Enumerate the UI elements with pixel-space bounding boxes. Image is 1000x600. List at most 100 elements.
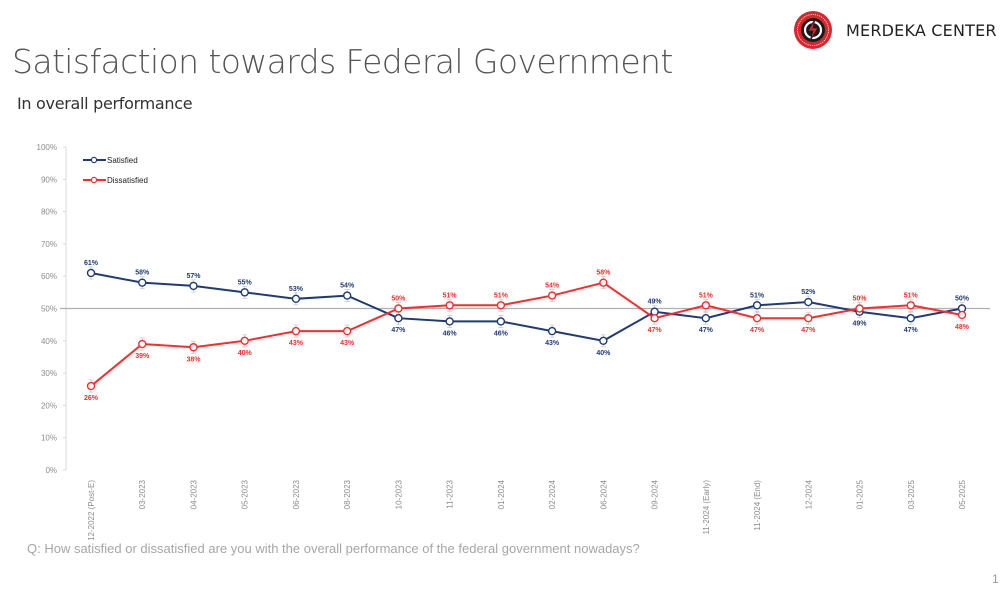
data-point-satisfied xyxy=(138,278,147,287)
data-point-satisfied xyxy=(342,291,352,300)
data-point-satisfied xyxy=(599,336,608,346)
data-label-dissatisfied: 48% xyxy=(955,324,970,331)
data-label-satisfied: 55% xyxy=(238,279,253,286)
data-point-dissatisfied xyxy=(394,304,403,313)
data-label-dissatisfied: 50% xyxy=(391,296,406,303)
data-label-dissatisfied: 58% xyxy=(596,270,611,277)
y-tick-label: 60% xyxy=(41,272,57,281)
chart-legend: Satisfied Dissatisfied xyxy=(83,156,148,185)
data-point-satisfied xyxy=(86,268,96,278)
data-label-dissatisfied: 51% xyxy=(443,292,458,299)
series-line-dissatisfied xyxy=(90,281,963,387)
slide-title: Satisfaction towards Federal Government xyxy=(12,42,673,81)
x-tick-label: 11-2023 xyxy=(446,479,455,508)
line-chart: 0% 10% 20% 30% 40% 50% 60% 70% 80% 90% 100% 12-2022… xyxy=(37,143,990,540)
data-point-satisfied xyxy=(445,317,454,326)
x-tick-label: 12-2024 xyxy=(804,479,813,509)
data-point-dissatisfied xyxy=(752,313,762,323)
data-label-satisfied: 40% xyxy=(596,350,611,357)
data-point-satisfied xyxy=(906,313,915,323)
data-label-dissatisfied: 47% xyxy=(750,327,765,334)
legend-swatch-marker xyxy=(90,156,98,164)
data-point-satisfied xyxy=(752,301,762,310)
y-tick-label: 0% xyxy=(45,466,57,475)
data-label-satisfied: 46% xyxy=(494,330,509,337)
data-label-satisfied: 43% xyxy=(545,340,560,347)
x-tick-label: 11-2024 (End) xyxy=(753,480,762,531)
data-point-satisfied xyxy=(701,313,711,323)
data-label-satisfied: 49% xyxy=(648,299,663,306)
data-label-satisfied: 46% xyxy=(443,330,458,337)
data-label-dissatisfied: 40% xyxy=(238,350,253,357)
data-label-satisfied: 49% xyxy=(853,321,868,328)
x-tick-label: 10-2023 xyxy=(394,479,403,509)
x-tick-label: 06-2024 xyxy=(599,479,608,509)
series-layer xyxy=(86,266,967,393)
data-point-satisfied xyxy=(496,317,506,326)
data-label-dissatisfied: 38% xyxy=(186,356,201,363)
data-label-dissatisfied: 51% xyxy=(494,292,509,299)
y-tick-label: 30% xyxy=(41,369,57,378)
data-point-dissatisfied xyxy=(650,313,659,323)
logo-text: MERDEKA CENTER xyxy=(846,20,997,40)
merdeka-center-logo: MERDEKA CENTER xyxy=(793,10,997,50)
data-label-satisfied: 52% xyxy=(801,289,816,296)
data-point-satisfied xyxy=(547,326,557,336)
data-point-dissatisfied xyxy=(445,301,454,310)
x-tick-label: 01-2024 xyxy=(497,479,506,509)
data-label-dissatisfied: 43% xyxy=(340,340,355,347)
x-tick-label: 03-2025 xyxy=(907,479,916,509)
x-tick-label: 05-2023 xyxy=(241,479,250,509)
x-tick-label: 03-2023 xyxy=(138,479,147,509)
data-point-satisfied xyxy=(189,281,198,291)
data-point-dissatisfied xyxy=(804,313,813,323)
data-label-satisfied: 47% xyxy=(699,327,714,334)
data-label-dissatisfied: 26% xyxy=(84,395,99,402)
x-tick-label: 01-2025 xyxy=(856,479,865,509)
merdeka-center-emblem-icon xyxy=(794,11,832,49)
data-label-satisfied: 51% xyxy=(750,292,765,299)
x-tick-label: 09-2024 xyxy=(651,479,660,509)
data-point-dissatisfied xyxy=(855,304,864,313)
data-point-dissatisfied xyxy=(342,326,352,336)
legend-label-dissatisfied: Dissatisfied xyxy=(107,176,148,185)
data-label-dissatisfied: 43% xyxy=(289,340,304,347)
data-label-satisfied: 61% xyxy=(84,260,99,267)
chart-axes: 0% 10% 20% 30% 40% 50% 60% 70% 80% 90% 100% 12-2022… xyxy=(37,143,967,540)
y-tick-label: 40% xyxy=(41,337,57,346)
x-tick-label: 02-2024 xyxy=(548,479,557,509)
data-point-satisfied xyxy=(394,313,403,323)
data-point-dissatisfied xyxy=(496,301,506,310)
data-label-dissatisfied: 47% xyxy=(801,327,816,334)
y-tick-label: 90% xyxy=(41,175,57,184)
data-point-dissatisfied xyxy=(86,381,96,391)
y-tick-label: 100% xyxy=(37,143,57,152)
data-point-dissatisfied xyxy=(957,310,967,320)
data-labels-layer: 61% 58% 57% 55% 53% 54% 47% 46% 46% 43% 40% 49% 47% 5… xyxy=(84,260,970,402)
y-tick-label: 50% xyxy=(41,305,57,314)
data-point-dissatisfied xyxy=(701,301,711,310)
data-label-dissatisfied: 50% xyxy=(853,296,868,303)
data-point-dissatisfied xyxy=(291,326,301,336)
data-label-satisfied: 47% xyxy=(391,327,406,334)
slide-subtitle: In overall performance xyxy=(17,94,193,113)
page-number: 1 xyxy=(992,572,999,586)
x-tick-label: 08-2023 xyxy=(343,479,352,509)
y-tick-label: 10% xyxy=(41,434,57,443)
survey-question: Q: How satisfied or dissatisfied are you… xyxy=(27,541,640,556)
data-point-dissatisfied xyxy=(138,339,147,349)
data-label-satisfied: 57% xyxy=(186,273,201,280)
data-point-satisfied xyxy=(291,294,301,304)
data-point-dissatisfied xyxy=(547,291,557,300)
x-tick-label: 04-2023 xyxy=(189,479,198,509)
data-label-dissatisfied: 47% xyxy=(648,327,663,334)
data-point-satisfied xyxy=(240,288,249,297)
data-label-satisfied: 54% xyxy=(340,283,355,290)
data-point-satisfied xyxy=(804,297,813,307)
x-tick-label: 06-2023 xyxy=(292,479,301,509)
y-tick-label: 80% xyxy=(41,208,57,217)
data-label-dissatisfied: 39% xyxy=(135,353,150,360)
data-point-dissatisfied xyxy=(240,336,249,346)
x-tick-label: 05-2025 xyxy=(958,479,967,509)
data-label-satisfied: 58% xyxy=(135,270,150,277)
